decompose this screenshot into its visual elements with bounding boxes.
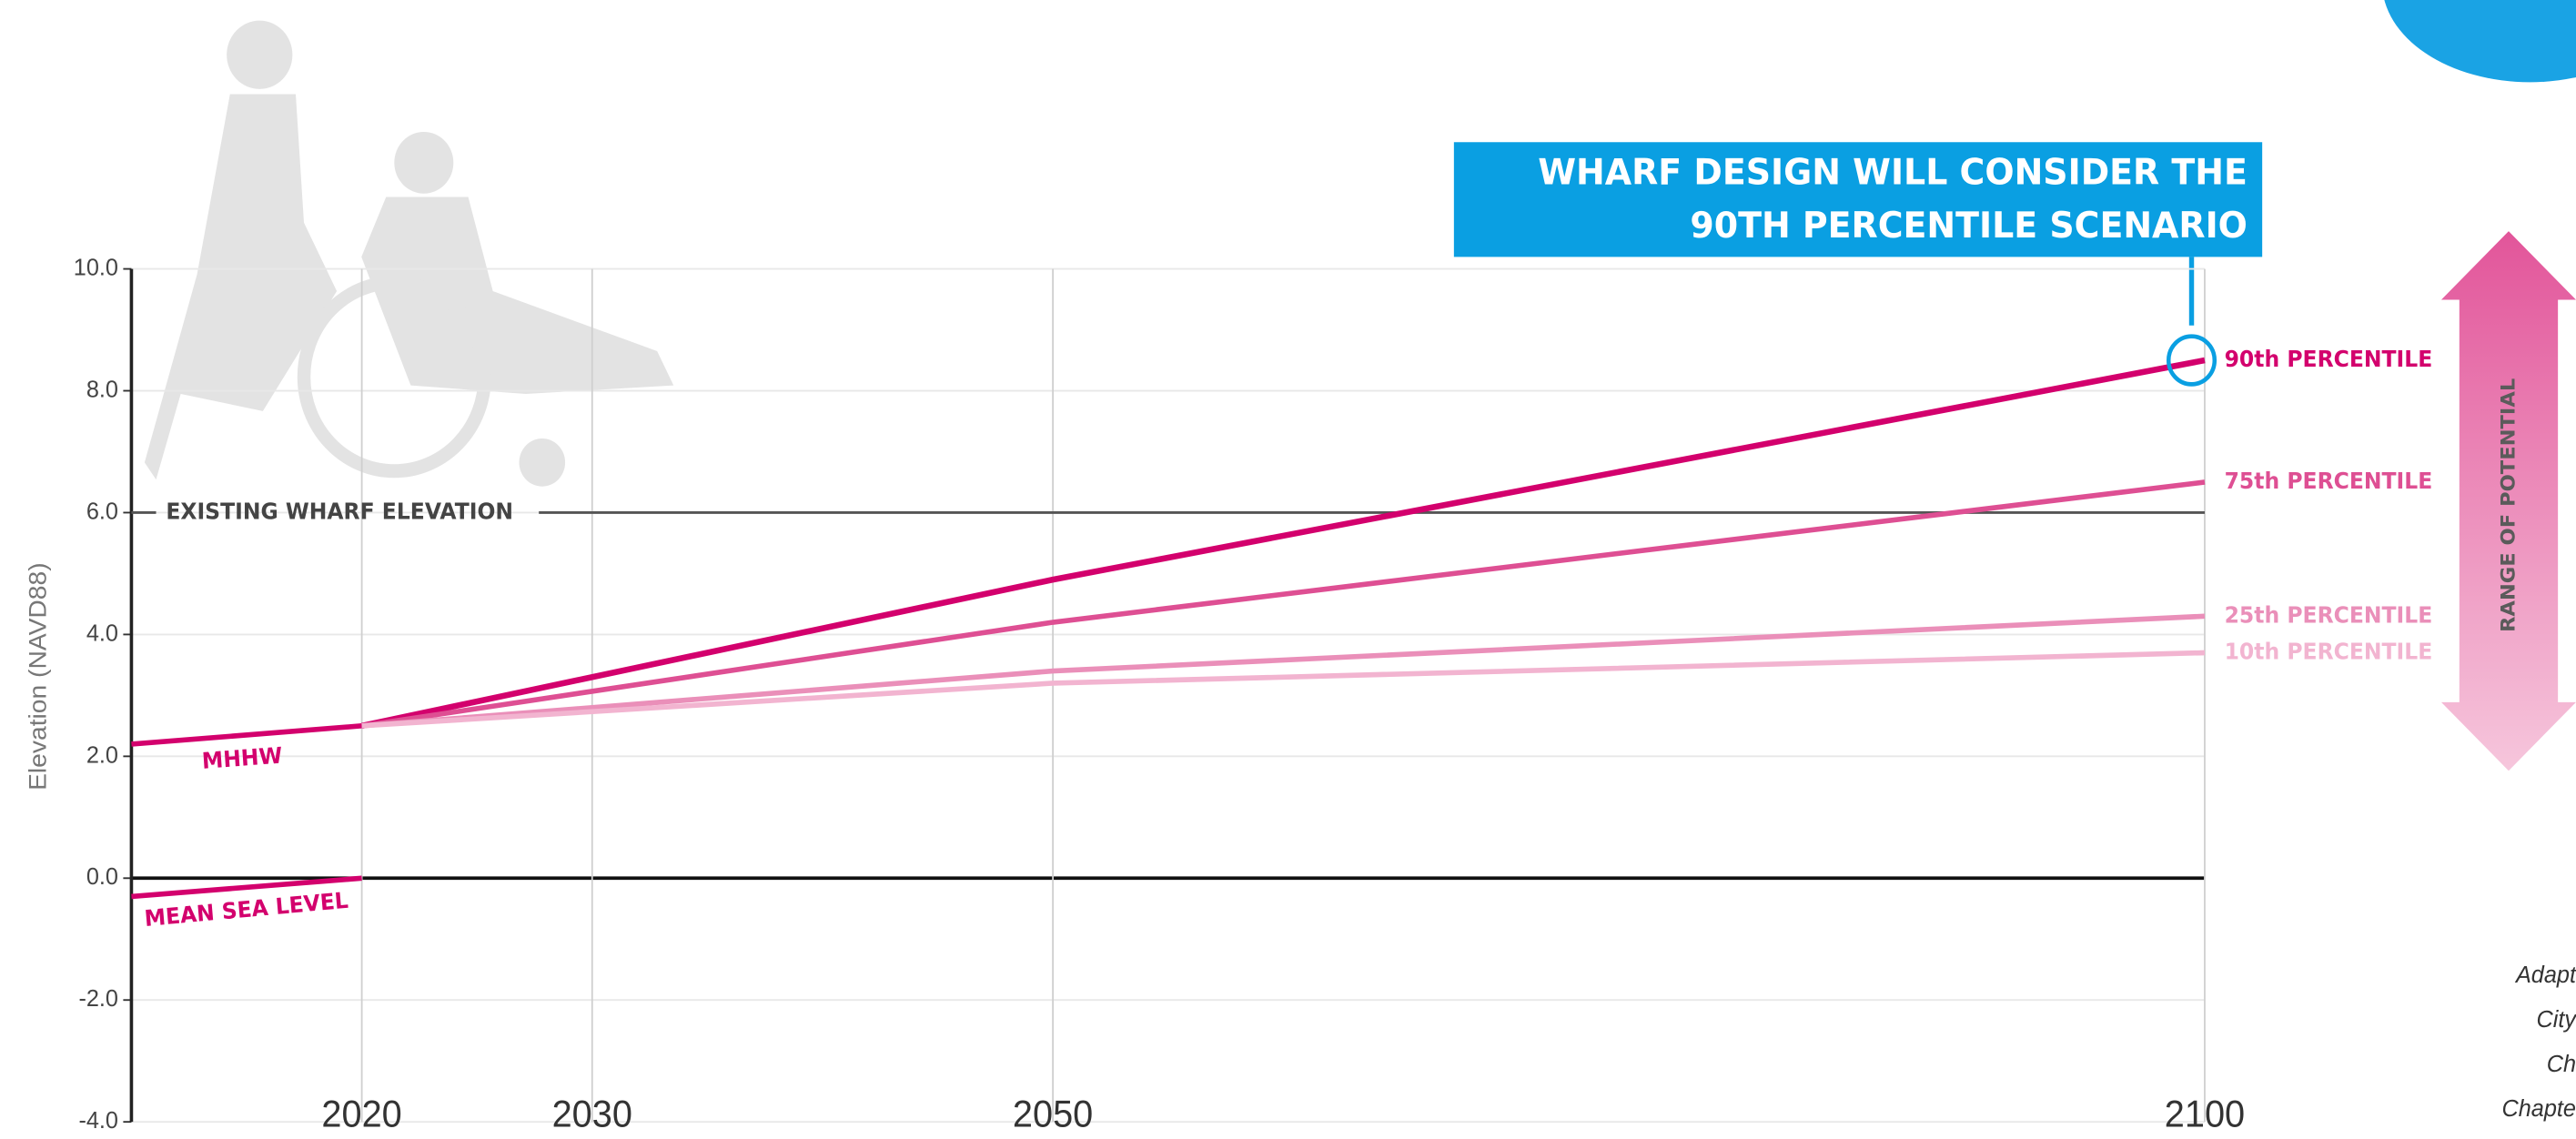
- side-note: Adapt: [2514, 963, 2576, 989]
- x-tick-label: 2020: [321, 1093, 401, 1135]
- callout-text: 90TH PERCENTILE SCENARIO: [1690, 205, 2248, 247]
- y-tick-label: 6.0: [86, 499, 118, 525]
- y-axis-label: Elevation (NAVD88): [24, 562, 51, 791]
- wheelchair-silhouette: [144, 20, 674, 487]
- series-line: [361, 613, 2206, 729]
- side-note: Ch: [2547, 1052, 2576, 1078]
- y-tick-label: 10.0: [74, 255, 118, 281]
- x-tick-label: 2050: [1013, 1093, 1093, 1135]
- series-line: [361, 650, 2206, 729]
- y-tick-label: 0.0: [86, 864, 118, 891]
- series-label: 90th PERCENTILE: [2225, 347, 2433, 373]
- range-arrow: [2440, 231, 2576, 771]
- series-line: [361, 479, 2206, 729]
- series-line: [360, 357, 2206, 730]
- decor-circle: [2384, 0, 2576, 83]
- callout-text: WHARF DESIGN WILL CONSIDER THE: [1538, 152, 2248, 194]
- x-tick-label: 2100: [2165, 1093, 2245, 1135]
- series-label: MHHW: [201, 742, 283, 774]
- y-tick-label: -4.0: [78, 1108, 118, 1134]
- series-label: 10th PERCENTILE: [2225, 639, 2433, 665]
- side-note: City: [2536, 1007, 2576, 1033]
- series-line: [131, 723, 362, 747]
- y-tick-label: 8.0: [86, 377, 118, 403]
- side-note: Chapte: [2502, 1096, 2576, 1123]
- y-tick-label: 4.0: [86, 620, 118, 647]
- series-label: 25th PERCENTILE: [2225, 602, 2433, 629]
- range-label: RANGE OF POTENTIAL: [2497, 378, 2520, 632]
- y-tick-label: -2.0: [78, 986, 118, 1013]
- series-label: 75th PERCENTILE: [2225, 469, 2433, 495]
- y-tick-label: 2.0: [86, 742, 118, 769]
- series-line: [131, 875, 362, 900]
- highlight-circle: [2166, 334, 2217, 387]
- callout-box: [1453, 142, 2263, 257]
- reference-label: EXISTING WHARF ELEVATION: [166, 499, 513, 525]
- x-tick-label: 2030: [552, 1093, 632, 1135]
